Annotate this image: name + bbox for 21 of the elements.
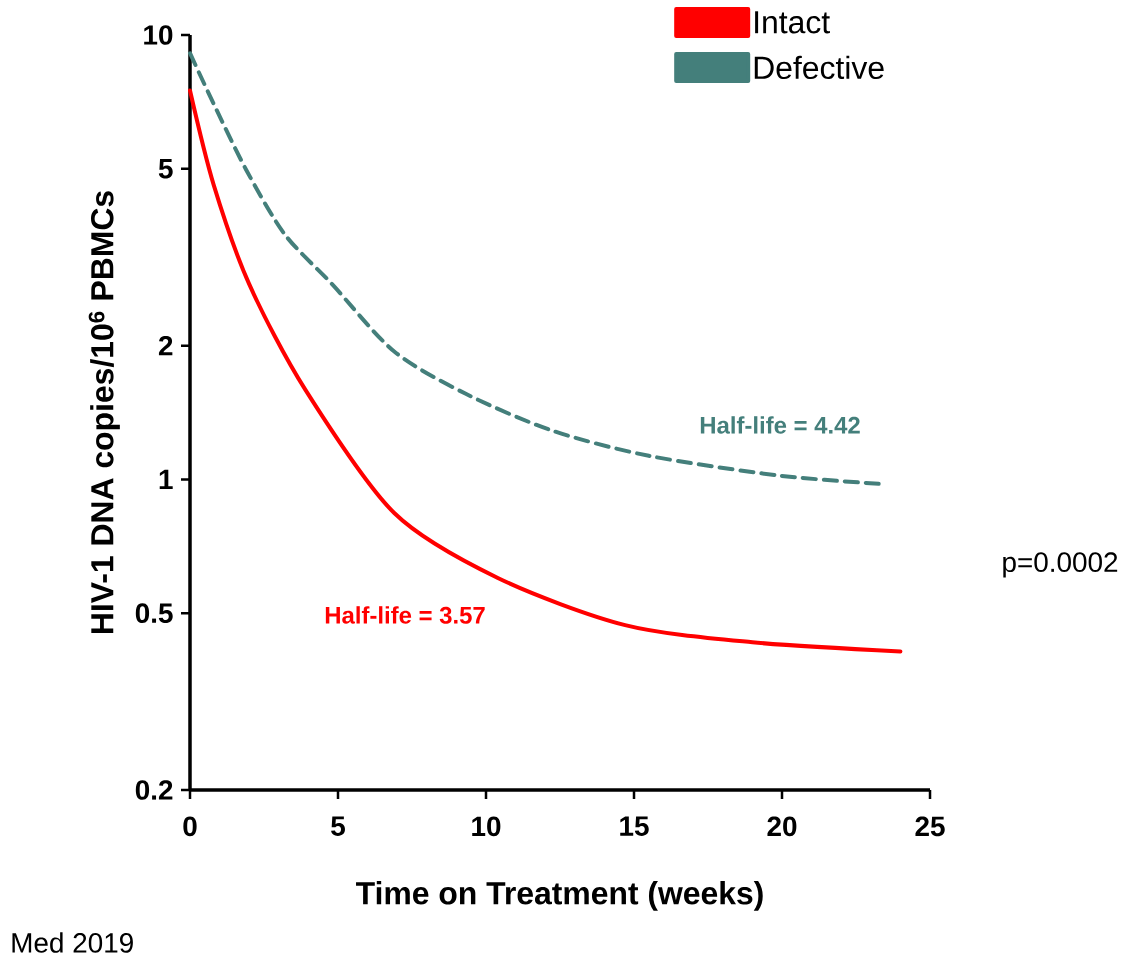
x-axis-title: Time on Treatment (weeks) xyxy=(356,881,763,911)
text: Med 2019 xyxy=(12,932,133,953)
y-tick-label: 0.5 xyxy=(135,603,173,624)
annotation: Half-life = 4.42 xyxy=(700,416,860,434)
text: p=0.0002 xyxy=(1003,552,1118,578)
x-tick-label: 0 xyxy=(183,816,197,837)
y-tick-label: 0.2 xyxy=(135,780,173,800)
line-series xyxy=(188,88,903,654)
y-tick-label: 10 xyxy=(144,25,173,45)
y-tick-label: 2 xyxy=(158,335,173,356)
y-tick-label: 5 xyxy=(158,159,173,179)
x-tick-label: 25 xyxy=(915,816,945,837)
y-axis-title: HIV-1 DNA copies/10$^{6}$ PBMCs xyxy=(88,191,120,633)
x-tick-label: 10 xyxy=(472,816,501,837)
x-tick-label: 15 xyxy=(620,816,649,836)
y-tick-label: 1 xyxy=(159,469,173,489)
legend-label: Defective xyxy=(754,55,884,80)
x-tick-label: 5 xyxy=(331,816,345,836)
x-tick-label: 20 xyxy=(767,816,797,837)
legend-label: Intact xyxy=(755,11,830,34)
annotation: Half-life = 3.57 xyxy=(325,606,485,624)
